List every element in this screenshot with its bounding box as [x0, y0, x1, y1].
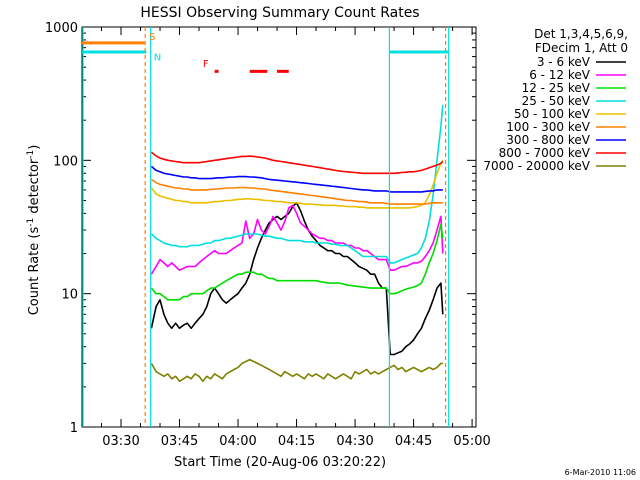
legend-title-line-1: Det 1,3,4,5,6,9, — [534, 27, 628, 41]
y-tick-label: 1 — [70, 421, 78, 436]
x-tick-label: 04:00 — [219, 434, 256, 449]
legend-label-8: 800 - 7000 keV — [499, 146, 591, 160]
series-line-9 — [150, 358, 443, 383]
flare-flag-letter: F — [203, 59, 209, 70]
night-flag-letter: N — [154, 53, 161, 64]
legend-label-2: 6 - 12 keV — [529, 68, 591, 82]
legend-title-line-2: FDecim 1, Att 0 — [535, 41, 628, 55]
series-line-5 — [150, 159, 444, 209]
x-axis-label: Start Time (20-Aug-06 03:20:22) — [174, 455, 386, 470]
legend-label-5: 50 - 100 keV — [514, 107, 591, 121]
spacecraft-flags: SN F — [82, 27, 450, 427]
series-line-8 — [150, 151, 444, 175]
legend: Det 1,3,4,5,6,9, FDecim 1, Att 0 3 - 6 k… — [483, 27, 628, 173]
legend-label-3: 12 - 25 keV — [522, 81, 591, 95]
legend-label-1: 3 - 6 keV — [537, 55, 591, 69]
legend-label-6: 100 - 300 keV — [506, 120, 590, 134]
plot-frame — [81, 26, 477, 428]
legend-label-4: 25 - 50 keV — [522, 94, 591, 108]
x-tick-label: 03:45 — [161, 434, 198, 449]
y-tick-label: 100 — [53, 154, 78, 169]
series-line-6 — [150, 178, 443, 205]
y-tick-label: 1000 — [45, 21, 78, 36]
x-tick-label: 04:15 — [278, 434, 315, 449]
generation-timestamp: 6-Mar-2010 11:06 — [565, 468, 636, 477]
x-tick-label: 04:30 — [336, 434, 373, 449]
saa-flag-letter: S — [149, 32, 155, 43]
x-tick-label: 04:45 — [395, 434, 432, 449]
axes: 1 10 100 1000 03:30 03:45 04:00 04:15 04:30 04:45… — [45, 21, 491, 449]
legend-label-7: 300 - 800 keV — [506, 133, 590, 147]
x-tick-label: 03:30 — [102, 434, 139, 449]
x-tick-label: 05:00 — [453, 434, 490, 449]
series-line-3 — [150, 223, 444, 301]
chart-title: HESSI Observing Summary Count Rates — [140, 5, 419, 21]
y-tick-label: 10 — [61, 288, 78, 303]
y-axis-label: Count Rate (s-1 detector-1) — [26, 145, 42, 316]
plot-area — [150, 104, 444, 383]
series-line-1 — [150, 202, 444, 356]
legend-label-9: 7000 - 20000 keV — [483, 159, 590, 173]
series-line-4 — [150, 104, 444, 264]
series-line-2 — [150, 204, 444, 275]
series-line-7 — [150, 165, 443, 193]
